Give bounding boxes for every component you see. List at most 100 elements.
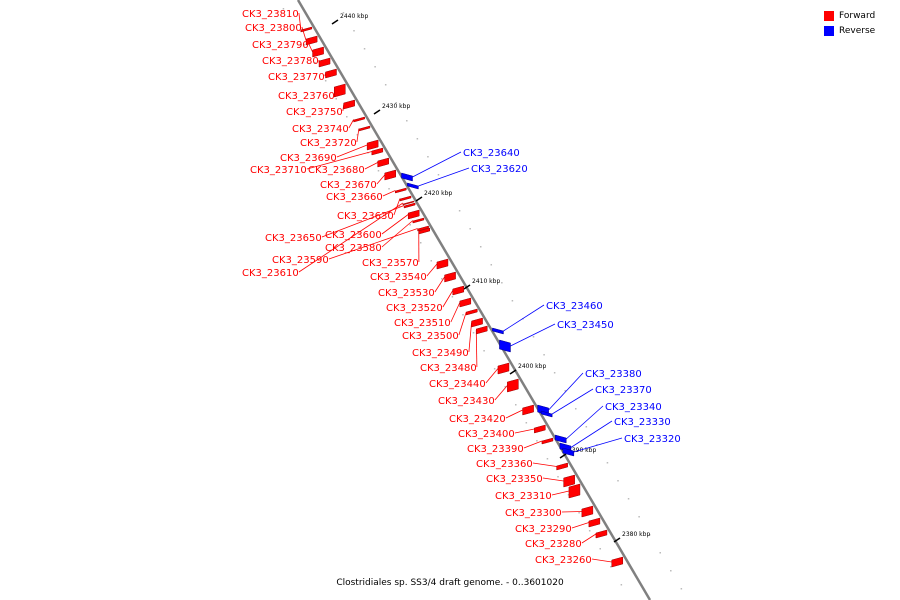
gene-ck3-23770-label[interactable]: CK3_23770 — [268, 72, 325, 83]
guide-dot — [346, 116, 348, 118]
gene-ck3-23580-label[interactable]: CK3_23580 — [325, 243, 382, 254]
gene-ck3-23810-label[interactable]: CK3_23810 — [242, 9, 299, 20]
gene-ck3-23520-feature[interactable] — [452, 285, 465, 296]
gene-ck3-23590-label[interactable]: CK3_23590 — [272, 255, 329, 266]
gene-ck3-23390-label[interactable]: CK3_23390 — [467, 444, 524, 455]
gene-ck3-23540-feature[interactable] — [436, 258, 449, 270]
gene-ck3-23540-label[interactable]: CK3_23540 — [370, 272, 427, 283]
gene-ck3-23790-feature[interactable] — [312, 46, 324, 58]
gene-ck3-23300-feature[interactable] — [581, 505, 594, 518]
gene-ck3-23640-label[interactable]: CK3_23640 — [463, 148, 520, 159]
gene-ck3-23290-label[interactable]: CK3_23290 — [515, 524, 572, 535]
gene-ck3-23670-leader — [376, 174, 386, 185]
gene-ck3-23660-label[interactable]: CK3_23660 — [326, 192, 383, 203]
gene-ck3-23610-label[interactable]: CK3_23610 — [242, 268, 299, 279]
gene-ck3-23780-feature[interactable] — [318, 57, 331, 68]
gene-ck3-23580-feature[interactable] — [412, 217, 425, 224]
gene-ck3-23370-feature[interactable] — [540, 410, 553, 418]
gene-ck3-23430-label[interactable]: CK3_23430 — [438, 396, 495, 407]
gene-ck3-23350-label[interactable]: CK3_23350 — [486, 474, 543, 485]
gene-ck3-23260-feature[interactable] — [611, 556, 624, 568]
gene-ck3-23300-label[interactable]: CK3_23300 — [505, 508, 562, 519]
gene-ck3-23800-feature[interactable] — [305, 35, 318, 46]
gene-ck3-23530-feature[interactable] — [444, 271, 456, 283]
gene-ck3-23620-label[interactable]: CK3_23620 — [471, 164, 528, 175]
gene-ck3-23650-feature[interactable] — [403, 202, 416, 209]
gene-ck3-23490-feature[interactable] — [471, 317, 483, 328]
gene-ck3-23390-feature[interactable] — [541, 437, 554, 445]
gene-ck3-23750-label[interactable]: CK3_23750 — [286, 107, 343, 118]
gene-ck3-23690-label[interactable]: CK3_23690 — [280, 153, 337, 164]
gene-ck3-23780-label[interactable]: CK3_23780 — [262, 56, 319, 67]
gene-ck3-23790-label[interactable]: CK3_23790 — [252, 40, 309, 51]
gene-ck3-23670-label[interactable]: CK3_23670 — [320, 180, 377, 191]
gene-ck3-23680-feature[interactable] — [377, 157, 389, 168]
gene-ck3-23740-label[interactable]: CK3_23740 — [292, 124, 349, 135]
gene-ck3-23480-label[interactable]: CK3_23480 — [420, 363, 477, 374]
gene-ck3-23660-feature[interactable] — [395, 187, 407, 194]
gene-ck3-23600-feature[interactable] — [407, 209, 420, 220]
gene-ck3-23290-feature[interactable] — [588, 517, 601, 528]
gene-ck3-23760-label[interactable]: CK3_23760 — [278, 91, 335, 102]
gene-ck3-23260-label[interactable]: CK3_23260 — [535, 555, 592, 566]
gene-ck3-23420-feature[interactable] — [522, 404, 534, 416]
gene-ck3-23490-label[interactable]: CK3_23490 — [412, 348, 469, 359]
gene-ck3-23320-label[interactable]: CK3_23320 — [624, 434, 681, 445]
gene-ck3-23670-feature[interactable] — [384, 169, 396, 181]
gene-ck3-23380-label[interactable]: CK3_23380 — [585, 369, 642, 380]
gene-ck3-23720-feature[interactable] — [358, 125, 371, 132]
gene-ck3-23630-label[interactable]: CK3_23630 — [337, 211, 394, 222]
gene-ck3-23740-feature[interactable] — [353, 116, 365, 123]
gene-ck3-23480-feature[interactable] — [476, 325, 488, 335]
gene-ck3-23690-leader — [336, 144, 368, 158]
gene-ck3-23710-feature[interactable] — [371, 147, 384, 156]
gene-ck3-23280-feature[interactable] — [595, 529, 608, 539]
gene-ck3-23360-feature[interactable] — [556, 462, 568, 471]
gene-ck3-23280-label[interactable]: CK3_23280 — [525, 539, 582, 550]
gene-ck3-23650-label[interactable]: CK3_23650 — [265, 233, 322, 244]
gene-ck3-23460-label[interactable]: CK3_23460 — [546, 301, 603, 312]
gene-ck3-23520-label[interactable]: CK3_23520 — [386, 303, 443, 314]
gene-ck3-23360-label[interactable]: CK3_23360 — [476, 459, 533, 470]
gene-ck3-23750-feature[interactable] — [343, 99, 355, 110]
gene-ck3-23430-feature[interactable] — [507, 378, 519, 393]
gene-ck3-23640-feature[interactable] — [401, 172, 413, 182]
gene-ck3-23420-label[interactable]: CK3_23420 — [449, 414, 506, 425]
gene-ck3-23420-leader — [505, 409, 523, 419]
gene-ck3-23720-label[interactable]: CK3_23720 — [300, 138, 357, 149]
gene-ck3-23810-feature[interactable] — [300, 26, 313, 33]
gene-ck3-23510-feature[interactable] — [459, 297, 472, 308]
gene-ck3-23450-feature[interactable] — [499, 339, 511, 353]
gene-ck3-23690-feature[interactable] — [366, 139, 379, 151]
gene-ck3-23570-label[interactable]: CK3_23570 — [362, 258, 419, 269]
gene-ck3-23450-label[interactable]: CK3_23450 — [557, 320, 614, 331]
gene-ck3-23770-feature[interactable] — [325, 68, 337, 79]
gene-ck3-23620-feature[interactable] — [407, 182, 419, 190]
gene-ck3-23590-feature[interactable] — [417, 225, 429, 232]
gene-ck3-23530-label[interactable]: CK3_23530 — [378, 288, 435, 299]
gene-ck3-23800-label[interactable]: CK3_23800 — [245, 23, 302, 34]
gene-ck3-23310-feature[interactable] — [568, 483, 581, 499]
gene-ck3-23630-feature[interactable] — [399, 195, 412, 202]
gene-ck3-23600-label[interactable]: CK3_23600 — [325, 230, 382, 241]
gene-ck3-23500-feature[interactable] — [466, 308, 478, 316]
gene-ck3-23510-label[interactable]: CK3_23510 — [394, 318, 451, 329]
gene-ck3-23680-label[interactable]: CK3_23680 — [308, 165, 365, 176]
gene-ck3-23570-feature[interactable] — [418, 227, 431, 235]
gene-ck3-23340-feature[interactable] — [554, 434, 567, 444]
gene-ck3-23310-label[interactable]: CK3_23310 — [495, 491, 552, 502]
gene-ck3-23500-label[interactable]: CK3_23500 — [402, 331, 459, 342]
gene-ck3-23710-label[interactable]: CK3_23710 — [250, 165, 307, 176]
gene-ck3-23400-feature[interactable] — [534, 424, 546, 434]
gene-ck3-23760-feature[interactable] — [334, 83, 346, 98]
gene-ck3-23440-feature[interactable] — [497, 362, 510, 375]
gene-ck3-23320-feature[interactable] — [562, 447, 575, 457]
gene-ck3-23400-label[interactable]: CK3_23400 — [458, 429, 515, 440]
gene-ck3-23350-feature[interactable] — [563, 474, 575, 488]
gene-ck3-23460-feature[interactable] — [492, 327, 504, 335]
gene-ck3-23370-label[interactable]: CK3_23370 — [595, 385, 652, 396]
gene-ck3-23340-label[interactable]: CK3_23340 — [605, 402, 662, 413]
gene-ck3-23610-feature[interactable] — [402, 200, 415, 206]
gene-ck3-23440-label[interactable]: CK3_23440 — [429, 379, 486, 390]
gene-ck3-23330-label[interactable]: CK3_23330 — [614, 417, 671, 428]
